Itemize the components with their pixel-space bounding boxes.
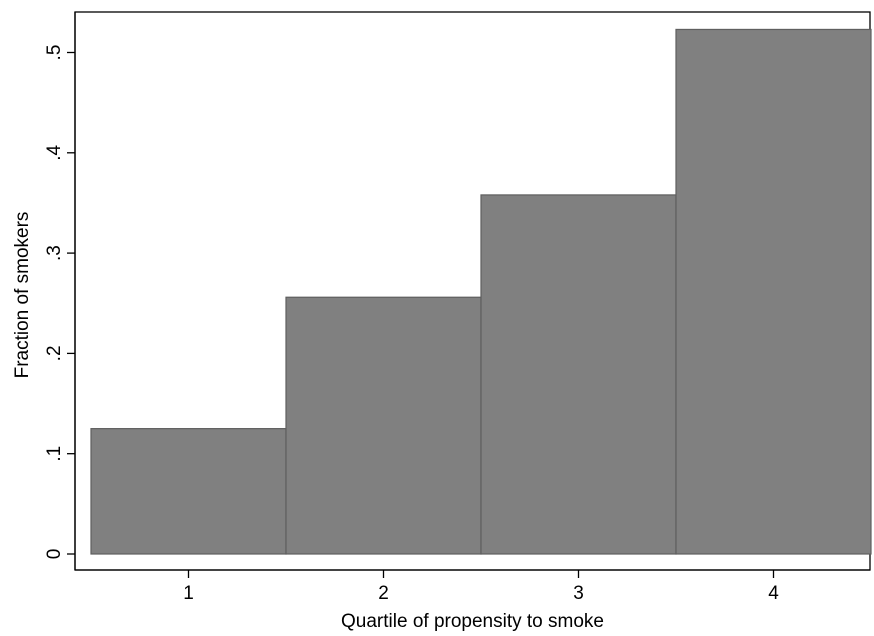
y-tick-label-.2: .2 (44, 345, 65, 361)
bars (91, 29, 871, 554)
x-tick-label-4: 4 (768, 583, 779, 604)
bar-1 (91, 429, 286, 554)
y-tick-label-.5: .5 (44, 45, 65, 61)
bar-2 (286, 297, 481, 554)
y-tick-label-0: 0 (44, 549, 65, 560)
y-tick-label-.3: .3 (44, 245, 65, 261)
y-tick-label-.1: .1 (44, 446, 65, 462)
y-tick-label-.4: .4 (44, 144, 65, 160)
bar-3 (481, 195, 676, 554)
bar-4 (676, 29, 871, 554)
x-tick-label-2: 2 (378, 583, 389, 604)
y-axis-title: Fraction of smokers (12, 212, 33, 379)
x-ticks: 1 2 3 4 (183, 570, 779, 604)
y-ticks: 0 .1 .2 .3 .4 .5 (44, 45, 75, 560)
x-tick-label-3: 3 (573, 583, 584, 604)
x-axis-title: Quartile of propensity to smoke (341, 611, 604, 632)
x-tick-label-1: 1 (183, 583, 194, 604)
